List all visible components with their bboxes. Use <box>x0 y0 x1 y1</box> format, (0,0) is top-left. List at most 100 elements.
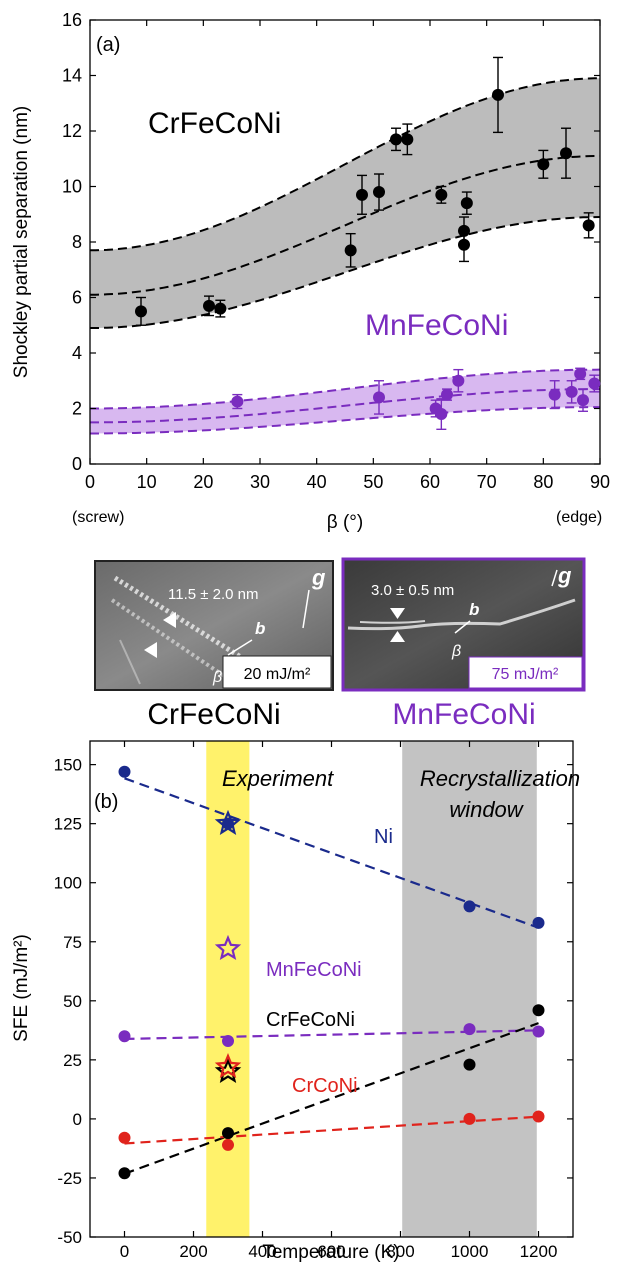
data-point-crfeconi <box>118 1167 131 1180</box>
data-point-mnfeconi <box>463 1023 476 1036</box>
recrystallization-band <box>402 741 537 1237</box>
x-end-label-edge: (edge) <box>556 509 602 526</box>
y-tick-label-a: 12 <box>62 121 82 141</box>
y-tick-label-b: 50 <box>63 992 82 1011</box>
arrowhead-upper <box>163 612 176 628</box>
x-tick-label-a: 60 <box>420 472 440 492</box>
data-point-crfeconi <box>492 88 504 101</box>
data-point-crfeconi <box>401 133 414 146</box>
panel-b: 0 200 400 600 800 1000 1200 -50 -25 0 25 50 75 100 125… <box>11 740 580 1263</box>
image-caption-mnfeconi: MnFeCoNi <box>392 698 535 731</box>
x-tick-label-a: 40 <box>307 472 327 492</box>
band-lower-line-mnfeconi <box>90 406 600 435</box>
panel-a-label: (a) <box>96 34 120 56</box>
fit-line-crfeconi <box>124 1022 539 1175</box>
vector-b-arrow-1 <box>227 639 253 656</box>
y-tick-label-b: 75 <box>63 933 82 952</box>
band-upper-line-mnfeconi <box>90 368 600 410</box>
star-marker-crconi <box>214 1053 242 1079</box>
angle-beta-label-1: β <box>212 669 222 686</box>
star-marker-crfeconi <box>214 1057 242 1083</box>
data-point-crfeconi <box>537 158 550 171</box>
x-tick-label-a: 10 <box>137 472 157 492</box>
x-tick-label-a: 70 <box>477 472 497 492</box>
data-point-crfeconi <box>582 219 595 232</box>
data-point-mnfeconi <box>548 388 561 401</box>
arrowhead-mn-down <box>390 608 405 619</box>
data-point-crconi <box>532 1110 545 1123</box>
vector-g-arrow-1 <box>302 589 310 629</box>
y-tick-label-a: 10 <box>62 177 82 197</box>
y-tick-label-a: 16 <box>62 10 82 30</box>
panel-b-label: (b) <box>94 791 118 813</box>
x-tick-label-b: 0 <box>120 1242 129 1261</box>
band-label-experiment: Experiment <box>222 766 334 791</box>
band-mnfeconi <box>90 369 600 434</box>
data-point-mnfeconi <box>588 377 601 390</box>
separation-label-crfeconi: 11.5 ± 2.0 nm <box>168 586 259 603</box>
series-label-crconi: CrCoNi <box>292 1075 358 1097</box>
data-point-crfeconi <box>463 1058 476 1071</box>
y-tick-label-a: 8 <box>72 232 82 252</box>
annotation-crfeconi: CrFeCoNi <box>148 107 281 140</box>
data-point-crconi <box>463 1112 476 1125</box>
x-tick-label-b: 400 <box>248 1242 276 1261</box>
data-point-mnfeconi <box>441 388 453 401</box>
band-label-window: window <box>449 797 524 822</box>
x-tick-label-a: 0 <box>85 472 95 492</box>
image-caption-crfeconi: CrFeCoNi <box>147 698 280 731</box>
data-point-crfeconi <box>356 188 368 201</box>
vector-g-arrow-2 <box>551 569 558 587</box>
panel-a: 0 10 20 30 40 50 60 70 80 90 0 2 4 6 8 10 12 14 16 (a) CrF… <box>11 10 610 533</box>
x-tick-label-a: 80 <box>533 472 553 492</box>
data-point-crfeconi <box>390 133 402 146</box>
data-point-crconi <box>118 1131 131 1144</box>
band-upper-line-crfeconi <box>90 77 600 252</box>
trace-line <box>119 639 141 685</box>
data-point-crfeconi <box>460 197 473 210</box>
vector-b-arrow-2 <box>454 620 471 634</box>
x-tick-label-b: 600 <box>317 1242 345 1261</box>
data-point-ni <box>463 900 476 913</box>
data-point-crfeconi <box>344 244 357 257</box>
y-tick-label-b: 100 <box>54 874 82 893</box>
arrowhead-mn-up <box>390 631 405 642</box>
y-tick-label-a: 2 <box>72 399 82 419</box>
angle-beta-label-2: β <box>451 643 461 660</box>
data-point-crfeconi <box>435 188 448 201</box>
separation-label-mnfeconi: 3.0 ± 0.5 nm <box>371 582 454 599</box>
x-end-label-screw: (screw) <box>72 509 124 526</box>
data-point-crfeconi <box>458 238 470 251</box>
sfe-label-mnfeconi: 75 mJ/m² <box>492 666 559 683</box>
data-point-crfeconi <box>222 1127 234 1140</box>
star-marker-mnfeconi <box>214 934 242 961</box>
band-lower-line-crfeconi <box>90 216 600 329</box>
data-point-mnfeconi <box>532 1025 545 1038</box>
data-point-ni <box>118 765 131 778</box>
band-mid-line-mnfeconi <box>90 388 600 424</box>
annotation-mnfeconi: MnFeCoNi <box>365 309 508 342</box>
y-tick-label-b: 25 <box>63 1051 82 1070</box>
dislocation-mn-1 <box>347 598 576 631</box>
band-mid-line-crfeconi <box>90 155 600 296</box>
x-tick-label-b: 1200 <box>520 1242 558 1261</box>
series-label-mnfeconi: MnFeCoNi <box>266 959 362 981</box>
dislocation-mn-2 <box>359 620 426 624</box>
x-tick-label-a: 50 <box>363 472 383 492</box>
data-point-crfeconi <box>373 186 385 199</box>
tem-image-mnfeconi: 3.0 ± 0.5 nm g b β 75 mJ/m² <box>341 557 586 692</box>
x-tick-label-a: 20 <box>193 472 213 492</box>
y-tick-label-a: 4 <box>72 343 82 363</box>
data-point-mnfeconi <box>222 1034 234 1047</box>
series-label-crfeconi: CrFeCoNi <box>266 1009 355 1031</box>
data-point-mnfeconi <box>373 391 385 404</box>
y-tick-label-b: -50 <box>57 1228 82 1247</box>
star-marker-ni <box>214 809 242 835</box>
fit-line-ni <box>124 777 539 929</box>
data-point-crconi <box>222 1138 234 1151</box>
x-tick-label-a: 30 <box>250 472 270 492</box>
data-point-mnfeconi <box>565 385 578 398</box>
data-point-crfeconi <box>214 302 227 315</box>
y-axis-label-b: SFE (mJ/m²) <box>11 934 32 1042</box>
